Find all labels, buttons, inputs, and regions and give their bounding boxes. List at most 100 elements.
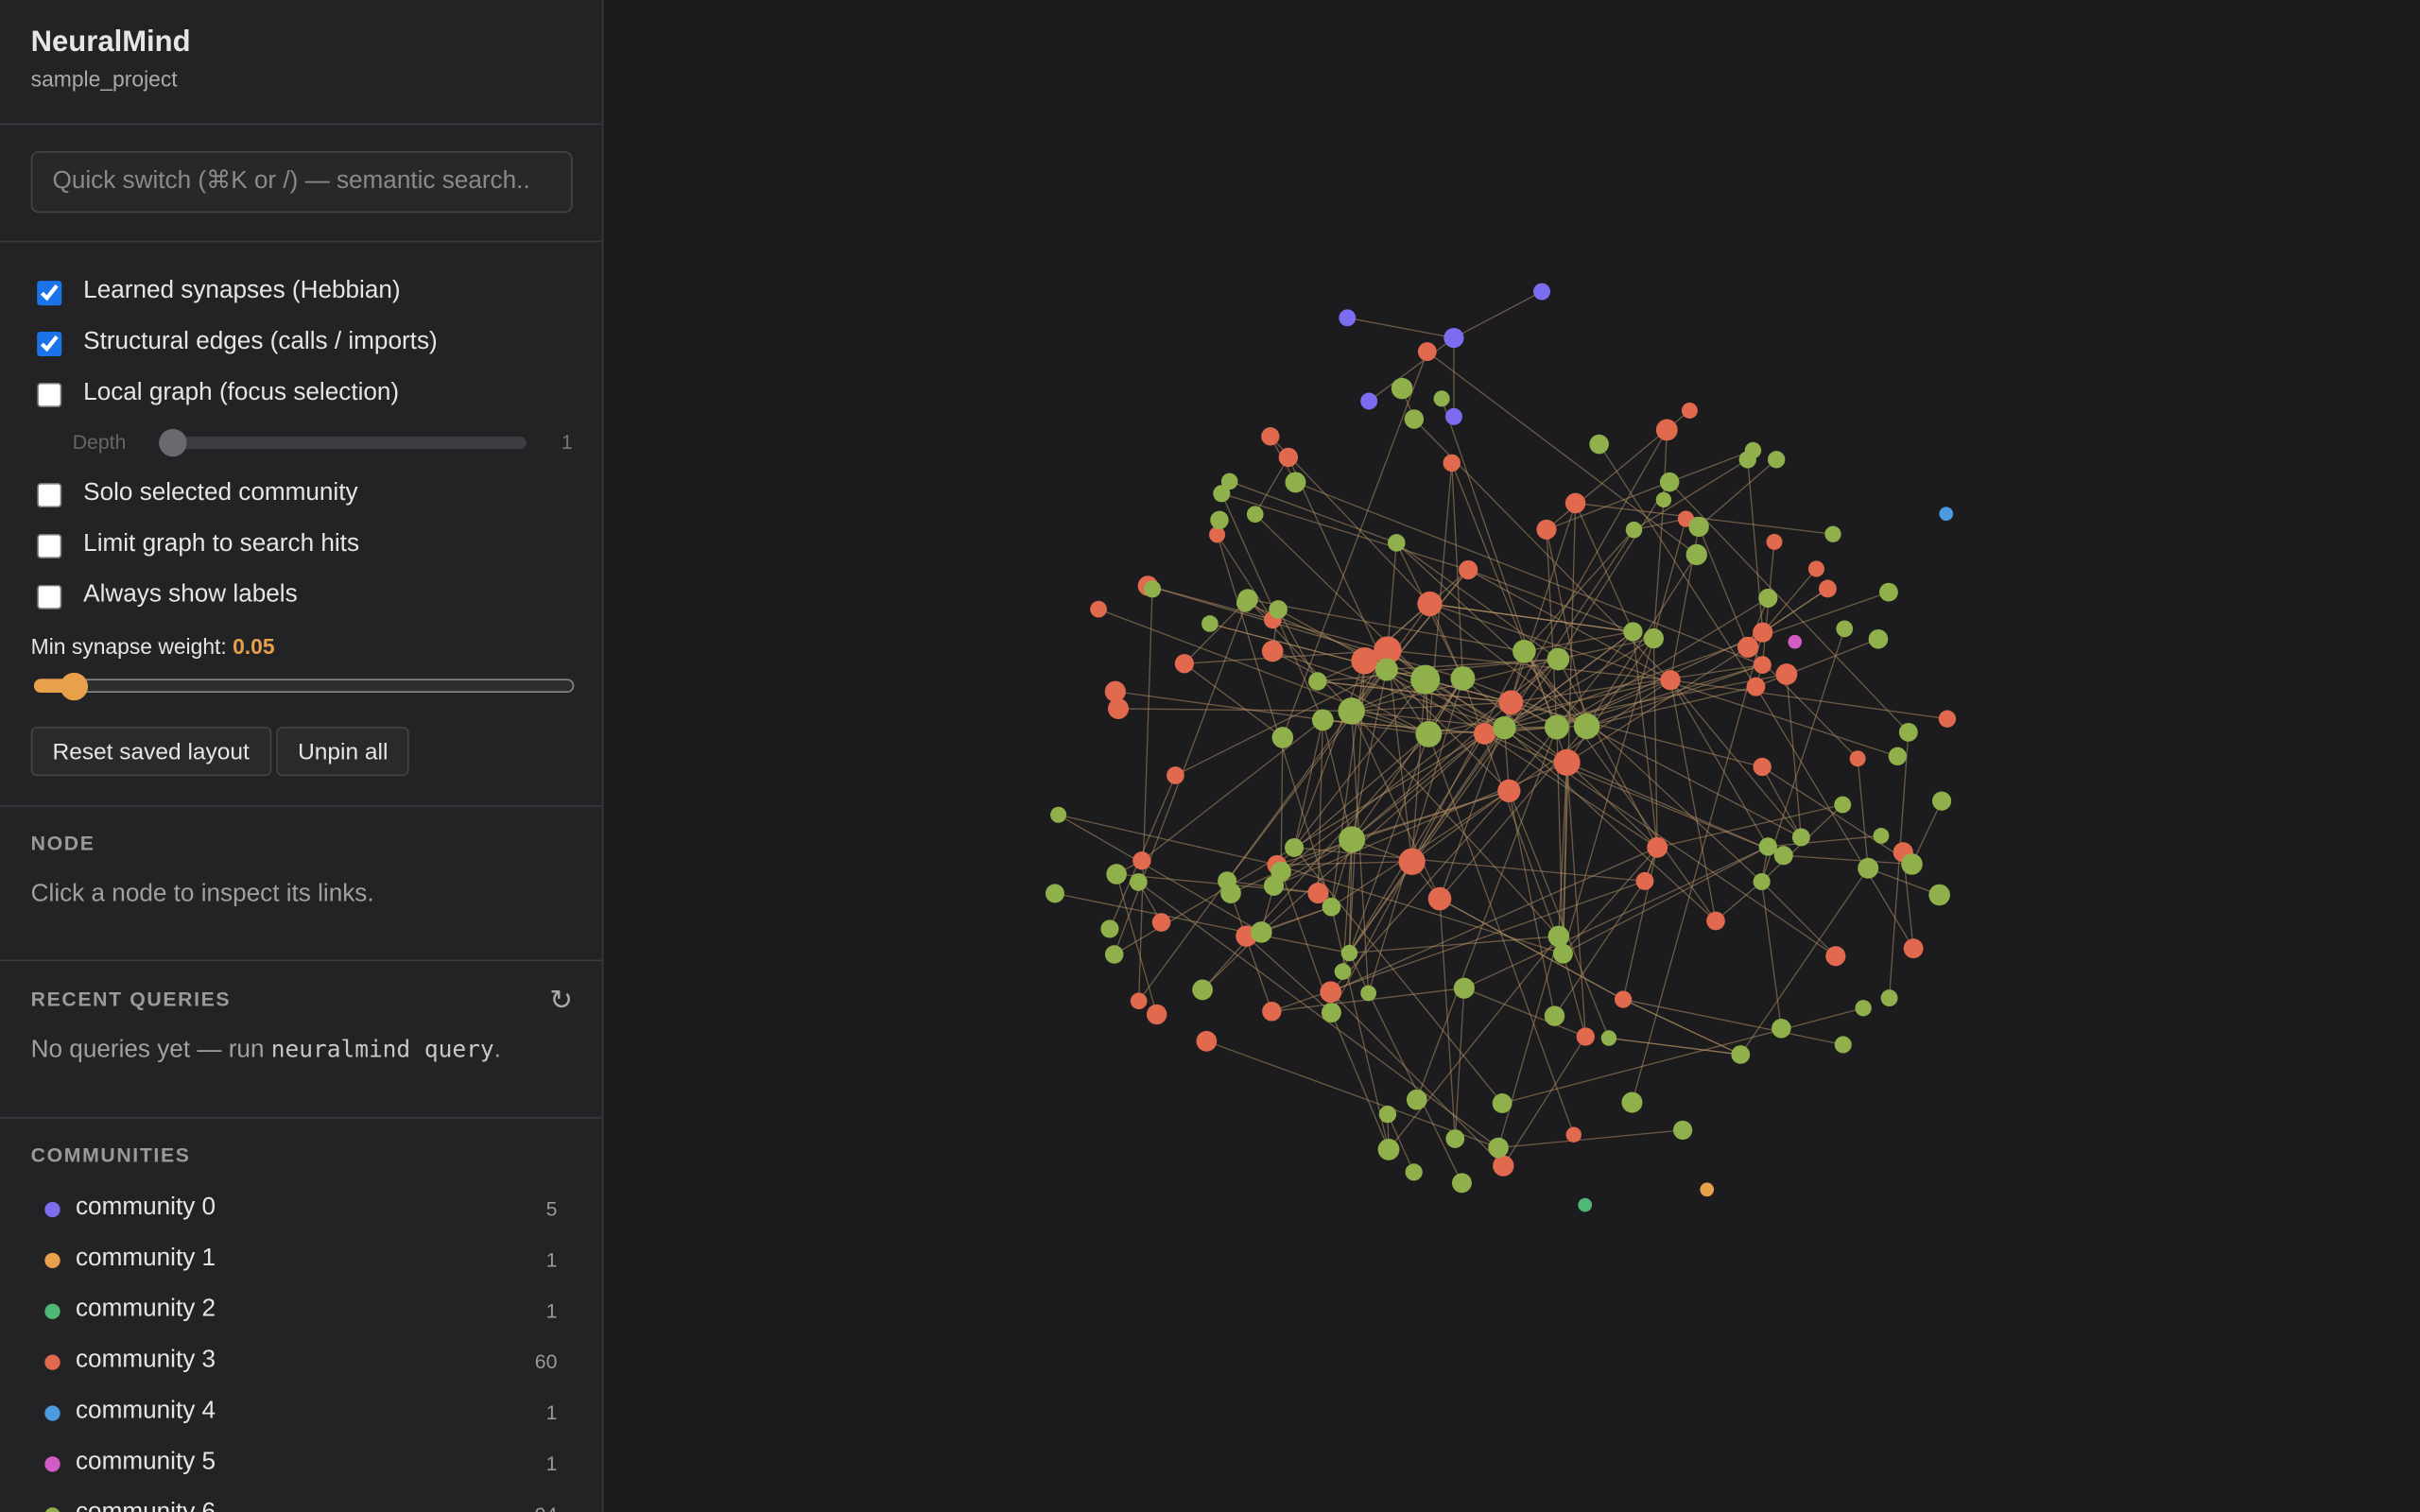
graph-node[interactable] bbox=[1338, 697, 1365, 725]
graph-node[interactable] bbox=[1391, 377, 1413, 400]
graph-node[interactable] bbox=[1417, 591, 1443, 617]
graph-node[interactable] bbox=[1473, 722, 1495, 745]
graph-node[interactable] bbox=[1107, 697, 1130, 719]
depth-slider[interactable] bbox=[160, 437, 527, 450]
graph-node[interactable] bbox=[1459, 559, 1478, 580]
graph-node[interactable] bbox=[1269, 600, 1288, 619]
graph-node[interactable] bbox=[1196, 1030, 1218, 1052]
graph-node[interactable] bbox=[1443, 454, 1461, 472]
graph-node[interactable] bbox=[1453, 977, 1475, 999]
graph-node[interactable] bbox=[1880, 989, 1898, 1007]
community-dot[interactable] bbox=[44, 1252, 60, 1269]
graph-node[interactable] bbox=[1320, 981, 1342, 1004]
graph-node[interactable] bbox=[1308, 672, 1327, 691]
graph-node[interactable] bbox=[1791, 828, 1810, 847]
graph-node[interactable] bbox=[1488, 1137, 1509, 1159]
graph-node[interactable] bbox=[1090, 600, 1107, 618]
graph-node[interactable] bbox=[1888, 747, 1907, 765]
graph-node[interactable] bbox=[1146, 1004, 1167, 1025]
toggle-label[interactable]: Learned synapses (Hebbian) bbox=[83, 277, 401, 304]
toggle-checkbox[interactable] bbox=[37, 382, 62, 408]
graph-node[interactable] bbox=[1493, 1155, 1514, 1177]
graph-node[interactable] bbox=[1271, 727, 1294, 748]
graph-node[interactable] bbox=[1621, 1091, 1643, 1113]
graph-node[interactable] bbox=[1858, 857, 1879, 879]
graph-node[interactable] bbox=[1573, 713, 1600, 740]
graph-node[interactable] bbox=[1100, 919, 1119, 938]
community-name[interactable]: community 2 bbox=[76, 1296, 216, 1323]
graph-node[interactable] bbox=[1192, 979, 1213, 1001]
graph-node[interactable] bbox=[1497, 779, 1521, 803]
graph-node[interactable] bbox=[1444, 407, 1462, 425]
graph-node[interactable] bbox=[1623, 622, 1643, 642]
graph-node[interactable] bbox=[1565, 1126, 1582, 1143]
graph-node[interactable] bbox=[1928, 884, 1950, 906]
graph-node[interactable] bbox=[1218, 871, 1237, 891]
community-name[interactable]: community 5 bbox=[76, 1449, 216, 1475]
graph-node[interactable] bbox=[1427, 886, 1452, 911]
graph-node[interactable] bbox=[1589, 434, 1609, 455]
graph-node[interactable] bbox=[1544, 1005, 1565, 1026]
toggle-checkbox[interactable] bbox=[37, 332, 62, 357]
graph-node[interactable] bbox=[1374, 636, 1402, 664]
graph-node[interactable] bbox=[1451, 1173, 1472, 1194]
graph-node[interactable] bbox=[1643, 627, 1664, 649]
graph-node[interactable] bbox=[1700, 1182, 1715, 1197]
graph-node[interactable] bbox=[1772, 1018, 1791, 1039]
graph-node[interactable] bbox=[1753, 757, 1772, 777]
graph-node[interactable] bbox=[1130, 992, 1148, 1010]
graph-canvas[interactable] bbox=[603, 0, 2420, 1512]
graph-node[interactable] bbox=[1398, 848, 1426, 875]
graph-node[interactable] bbox=[1167, 766, 1184, 784]
community-name[interactable]: community 1 bbox=[76, 1245, 216, 1272]
unpin-button[interactable]: Unpin all bbox=[276, 726, 410, 777]
graph-node[interactable] bbox=[1261, 427, 1280, 446]
graph-node[interactable] bbox=[1753, 872, 1771, 891]
graph-node[interactable] bbox=[1050, 806, 1067, 823]
graph-node[interactable] bbox=[1498, 690, 1524, 715]
graph-node[interactable] bbox=[1825, 946, 1846, 967]
graph-node[interactable] bbox=[1378, 1105, 1397, 1124]
graph-node[interactable] bbox=[1939, 507, 1954, 522]
graph-node[interactable] bbox=[1536, 519, 1557, 540]
graph-node[interactable] bbox=[1938, 710, 1957, 728]
graph-node[interactable] bbox=[1744, 441, 1762, 459]
graph-node[interactable] bbox=[1360, 392, 1378, 410]
graph-node[interactable] bbox=[1129, 873, 1148, 891]
graph-node[interactable] bbox=[1659, 472, 1680, 492]
graph-node[interactable] bbox=[1547, 925, 1570, 948]
graph-node[interactable] bbox=[1615, 990, 1633, 1008]
graph-node[interactable] bbox=[1655, 491, 1672, 508]
graph-node[interactable] bbox=[1746, 677, 1766, 696]
toggle-checkbox[interactable] bbox=[37, 584, 62, 610]
weight-thumb[interactable] bbox=[60, 672, 89, 701]
community-name[interactable]: community 0 bbox=[76, 1194, 216, 1221]
graph-node[interactable] bbox=[1753, 656, 1772, 675]
graph-node[interactable] bbox=[1773, 846, 1793, 866]
graph-node[interactable] bbox=[1819, 579, 1837, 598]
graph-node[interactable] bbox=[1766, 533, 1783, 550]
graph-node[interactable] bbox=[1492, 1093, 1512, 1113]
community-name[interactable]: community 4 bbox=[76, 1398, 216, 1424]
graph-node[interactable] bbox=[1246, 506, 1264, 524]
graph-node[interactable] bbox=[1261, 640, 1284, 662]
graph-node[interactable] bbox=[1377, 1139, 1400, 1160]
graph-node[interactable] bbox=[1262, 1002, 1282, 1022]
graph-node[interactable] bbox=[1836, 620, 1854, 638]
graph-node[interactable] bbox=[1151, 913, 1171, 932]
graph-node[interactable] bbox=[1445, 1129, 1465, 1148]
graph-node[interactable] bbox=[1564, 492, 1586, 514]
graph-node[interactable] bbox=[1213, 485, 1231, 503]
graph-node[interactable] bbox=[1270, 861, 1291, 883]
graph-node[interactable] bbox=[1873, 828, 1890, 844]
weight-slider[interactable] bbox=[33, 679, 575, 694]
graph-node[interactable] bbox=[1104, 945, 1124, 964]
community-dot[interactable] bbox=[44, 1405, 60, 1421]
graph-node[interactable] bbox=[1143, 580, 1162, 598]
community-dot[interactable] bbox=[44, 1456, 60, 1472]
toggle-label[interactable]: Local graph (focus selection) bbox=[83, 379, 400, 406]
graph-node[interactable] bbox=[1547, 647, 1570, 671]
graph-node[interactable] bbox=[1660, 670, 1681, 691]
graph-node[interactable] bbox=[1533, 283, 1550, 301]
graph-node[interactable] bbox=[1340, 944, 1358, 962]
